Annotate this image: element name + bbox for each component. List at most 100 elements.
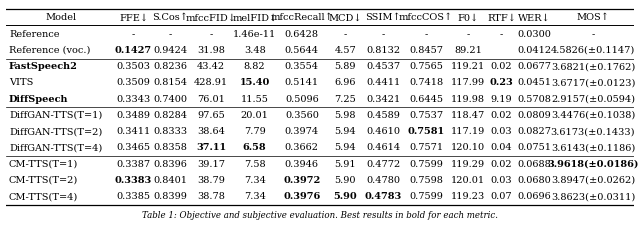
Text: 38.79: 38.79 (197, 176, 225, 185)
Text: 0.0827: 0.0827 (517, 127, 551, 136)
Text: 6.96: 6.96 (335, 78, 356, 87)
Text: 118.47: 118.47 (451, 111, 485, 120)
Text: -: - (467, 30, 470, 39)
Text: FastSpeech2: FastSpeech2 (9, 62, 78, 71)
Text: 0.3421: 0.3421 (366, 95, 400, 104)
Text: 0.5644: 0.5644 (285, 46, 319, 55)
Text: -: - (591, 30, 595, 39)
Text: 4.5826(±0.1147): 4.5826(±0.1147) (551, 46, 635, 55)
Text: 0.4589: 0.4589 (366, 111, 400, 120)
Text: F0↓: F0↓ (458, 14, 479, 22)
Text: 0.8236: 0.8236 (154, 62, 188, 71)
Text: 5.98: 5.98 (335, 111, 356, 120)
Text: 0.0451: 0.0451 (517, 78, 551, 87)
Text: 8.82: 8.82 (244, 62, 266, 71)
Text: 31.98: 31.98 (197, 46, 225, 55)
Text: 120.01: 120.01 (451, 176, 485, 185)
Text: 0.3411: 0.3411 (116, 127, 150, 136)
Text: 0.3976: 0.3976 (284, 192, 321, 201)
Text: 0.4614: 0.4614 (366, 143, 400, 152)
Text: 89.21: 89.21 (454, 46, 482, 55)
Text: DiffGAN-TTS(T=2): DiffGAN-TTS(T=2) (9, 127, 102, 136)
Text: Reference: Reference (9, 30, 60, 39)
Text: 0.3974: 0.3974 (285, 127, 319, 136)
Text: FFE↓: FFE↓ (119, 14, 148, 22)
Text: 0.3560: 0.3560 (285, 111, 319, 120)
Text: DiffGAN-TTS(T=1): DiffGAN-TTS(T=1) (9, 111, 102, 120)
Text: 9.19: 9.19 (491, 95, 512, 104)
Text: 0.3503: 0.3503 (116, 62, 150, 71)
Text: 0.3489: 0.3489 (116, 111, 150, 120)
Text: 0.3946: 0.3946 (285, 160, 319, 169)
Text: 0.6445: 0.6445 (409, 95, 443, 104)
Text: 0.02: 0.02 (491, 111, 512, 120)
Text: DiffGAN-TTS(T=4): DiffGAN-TTS(T=4) (9, 143, 102, 152)
Text: 0.4537: 0.4537 (366, 62, 400, 71)
Text: 0.6428: 0.6428 (285, 30, 319, 39)
Text: 0.8401: 0.8401 (154, 176, 188, 185)
Text: 0.23: 0.23 (490, 78, 513, 87)
Text: -: - (169, 30, 172, 39)
Text: 97.65: 97.65 (197, 111, 225, 120)
Text: VITS: VITS (9, 78, 33, 87)
Text: 0.1427: 0.1427 (115, 46, 152, 55)
Text: CM-TTS(T=1): CM-TTS(T=1) (9, 160, 78, 169)
Text: 0.4780: 0.4780 (366, 176, 400, 185)
Text: 7.58: 7.58 (244, 160, 266, 169)
Text: 0.8399: 0.8399 (154, 192, 188, 201)
Text: 0.7571: 0.7571 (409, 143, 443, 152)
Text: 3.6717(±0.0123): 3.6717(±0.0123) (551, 78, 635, 87)
Text: 38.64: 38.64 (197, 127, 225, 136)
Text: 43.42: 43.42 (197, 62, 225, 71)
Text: 0.4610: 0.4610 (366, 127, 400, 136)
Text: 3.8623(±0.0311): 3.8623(±0.0311) (551, 192, 635, 201)
Text: 0.8284: 0.8284 (154, 111, 188, 120)
Text: WER↓: WER↓ (518, 14, 550, 22)
Text: 120.10: 120.10 (451, 143, 485, 152)
Text: -: - (500, 30, 503, 39)
Text: 0.7581: 0.7581 (408, 127, 445, 136)
Text: 0.3465: 0.3465 (116, 143, 150, 152)
Text: 0.3385: 0.3385 (116, 192, 150, 201)
Text: 0.3972: 0.3972 (284, 176, 321, 185)
Text: 0.8154: 0.8154 (154, 78, 188, 87)
Text: 3.4476(±0.1038): 3.4476(±0.1038) (551, 111, 635, 120)
Text: 0.5141: 0.5141 (285, 78, 319, 87)
Text: mfccRecall↑: mfccRecall↑ (271, 14, 333, 22)
Text: 76.01: 76.01 (197, 95, 225, 104)
Text: 0.0412: 0.0412 (517, 46, 551, 55)
Text: 5.91: 5.91 (335, 160, 356, 169)
Text: -: - (344, 30, 347, 39)
Text: 0.4411: 0.4411 (366, 78, 400, 87)
Text: 39.17: 39.17 (197, 160, 225, 169)
Text: 0.8457: 0.8457 (409, 46, 443, 55)
Text: 7.79: 7.79 (244, 127, 266, 136)
Text: 0.7598: 0.7598 (409, 176, 443, 185)
Text: 5.94: 5.94 (335, 143, 356, 152)
Text: 428.91: 428.91 (194, 78, 228, 87)
Text: 0.0300: 0.0300 (517, 30, 551, 39)
Text: mfccCOS↑: mfccCOS↑ (399, 14, 453, 22)
Text: 2.9157(±0.0594): 2.9157(±0.0594) (551, 95, 635, 104)
Text: 0.4783: 0.4783 (365, 192, 402, 201)
Text: melFID↓: melFID↓ (232, 14, 277, 22)
Text: 0.3509: 0.3509 (116, 78, 150, 87)
Text: 1.46e-11: 1.46e-11 (233, 30, 276, 39)
Text: 3.6821(±0.1762): 3.6821(±0.1762) (551, 62, 635, 71)
Text: 119.21: 119.21 (451, 62, 485, 71)
Text: 0.8333: 0.8333 (154, 127, 188, 136)
Text: 0.4772: 0.4772 (366, 160, 400, 169)
Text: -: - (209, 30, 212, 39)
Text: 0.3554: 0.3554 (285, 62, 319, 71)
Text: 117.99: 117.99 (451, 78, 485, 87)
Text: 3.6143(±0.1186): 3.6143(±0.1186) (551, 143, 635, 152)
Text: RTF↓: RTF↓ (487, 14, 516, 22)
Text: 0.03: 0.03 (491, 176, 512, 185)
Text: CM-TTS(T=4): CM-TTS(T=4) (9, 192, 78, 201)
Text: 11.55: 11.55 (241, 95, 269, 104)
Text: Table 1: Objective and subjective evaluation. Best results in bold for each metr: Table 1: Objective and subjective evalua… (142, 211, 498, 221)
Text: 0.3662: 0.3662 (285, 143, 319, 152)
Text: 7.34: 7.34 (244, 176, 266, 185)
Text: 0.7599: 0.7599 (409, 192, 443, 201)
Text: 0.0809: 0.0809 (517, 111, 551, 120)
